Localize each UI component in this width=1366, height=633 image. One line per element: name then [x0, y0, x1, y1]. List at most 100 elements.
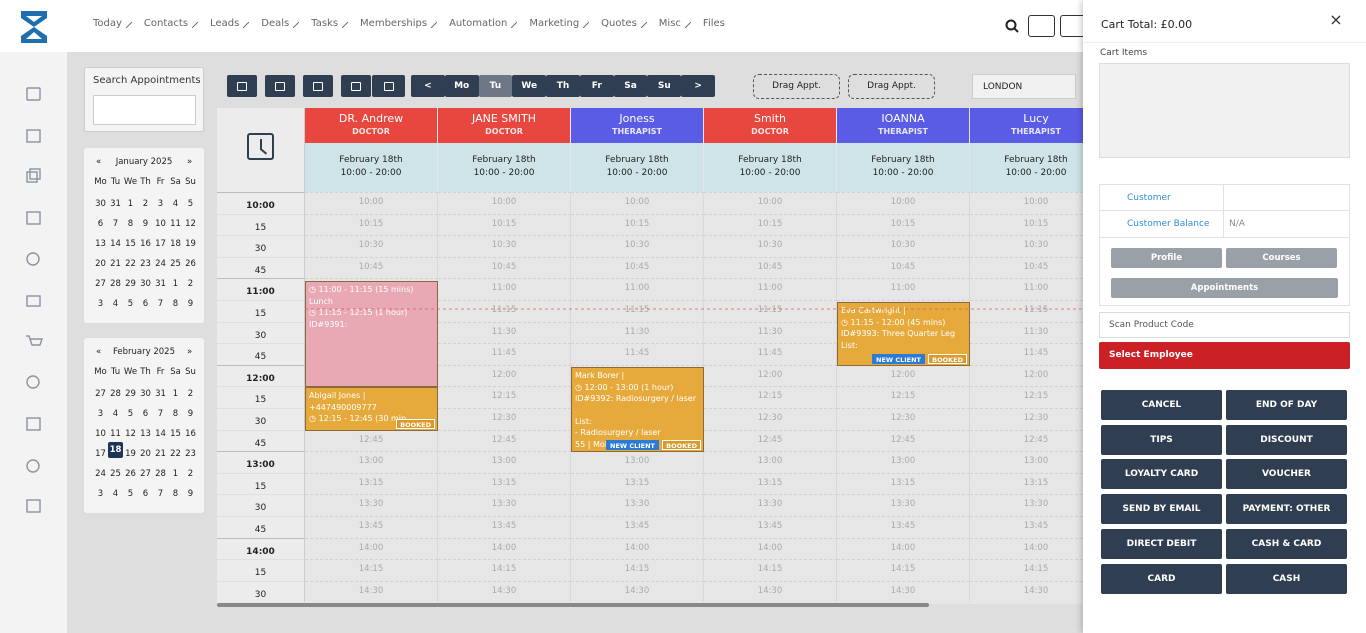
nav-item[interactable]: Deals	[261, 18, 300, 34]
day[interactable]: 1	[127, 199, 134, 209]
time-slot[interactable]: 13:45	[837, 516, 970, 538]
prev-month[interactable]: «	[96, 347, 102, 357]
time-slot[interactable]: 14:00	[305, 537, 438, 560]
day[interactable]: 5	[187, 199, 194, 209]
time-slot[interactable]: 13:30	[305, 494, 438, 516]
appointment[interactable]: Eva Cartwright | ◷ 11:15 - 12:00 (45 mins…	[837, 302, 970, 366]
time-slot[interactable]: 12:15	[837, 386, 970, 408]
time-slot[interactable]: 14:15	[571, 559, 704, 581]
day-button[interactable]: <	[411, 75, 445, 97]
time-slot[interactable]: 10:30	[305, 235, 438, 257]
search-icon[interactable]	[1004, 18, 1020, 34]
time-slot[interactable]: 13:45	[704, 516, 837, 538]
time-slot[interactable]: 14:00	[438, 537, 571, 560]
day[interactable]: 21	[110, 259, 121, 269]
action-button[interactable]: LOYALTY CARD	[1101, 459, 1222, 490]
time-slot[interactable]: 13:00	[305, 451, 438, 473]
time-slot[interactable]: 13:00	[970, 451, 1083, 473]
time-slot[interactable]: 12:30	[704, 408, 837, 430]
time-slot[interactable]: 10:30	[837, 235, 970, 257]
day[interactable]: 19	[185, 239, 196, 249]
day[interactable]: 9	[142, 219, 149, 229]
scan-input[interactable]: Scan Product Code	[1099, 312, 1350, 338]
action-button[interactable]: VOUCHER	[1226, 459, 1347, 490]
day-button[interactable]: Th	[546, 75, 580, 97]
time-slot[interactable]: 10:45	[305, 256, 438, 279]
time-slot[interactable]: 13:00	[438, 451, 571, 473]
day[interactable]: 8	[172, 489, 179, 499]
time-slot[interactable]: 11:45	[970, 343, 1083, 365]
day[interactable]: 7	[157, 299, 164, 309]
action-button[interactable]: DISCOUNT	[1226, 424, 1347, 455]
day[interactable]: 6	[142, 489, 149, 499]
toolbar-icon-button[interactable]	[372, 75, 405, 97]
drag-appointment[interactable]: Drag Appt.	[753, 74, 840, 99]
day-button[interactable]: Sa	[613, 75, 648, 97]
day[interactable]: 26	[125, 469, 136, 479]
time-slot[interactable]: 13:30	[438, 494, 571, 516]
toolbar-icon-button[interactable]	[265, 75, 295, 97]
time-slot[interactable]: 13:15	[305, 472, 438, 495]
time-slot[interactable]: 13:00	[837, 451, 970, 473]
day[interactable]: 28	[110, 389, 121, 399]
time-slot[interactable]: 14:00	[837, 537, 970, 560]
time-slot[interactable]: 12:00	[837, 364, 970, 387]
time-slot[interactable]: 10:45	[704, 256, 837, 279]
time-slot[interactable]: 10:00	[704, 192, 837, 214]
time-slot[interactable]: 11:45	[438, 343, 571, 365]
day[interactable]: 7	[157, 409, 164, 419]
day[interactable]: 8	[127, 219, 134, 229]
time-slot[interactable]: 12:00	[970, 364, 1083, 387]
day[interactable]: 24	[155, 259, 166, 269]
time-slot[interactable]: 10:00	[305, 192, 438, 214]
day[interactable]: 28	[155, 469, 166, 479]
day[interactable]: 30	[140, 279, 151, 289]
time-slot[interactable]: 11:00	[571, 278, 704, 300]
day[interactable]: 7	[157, 489, 164, 499]
time-slot[interactable]: 12:30	[837, 408, 970, 430]
select-employee[interactable]: Select Employee	[1099, 342, 1350, 369]
day[interactable]: 27	[140, 469, 151, 479]
customer-button[interactable]: Appointments	[1111, 278, 1338, 298]
time-slot[interactable]: 10:15	[704, 213, 837, 236]
day[interactable]: 3	[97, 489, 104, 499]
day[interactable]: 25	[110, 469, 121, 479]
time-slot[interactable]: 10:45	[970, 256, 1083, 279]
time-slot[interactable]: 12:15	[970, 386, 1083, 408]
appointment[interactable]: Mark Borer | ◷ 12:00 - 13:00 (1 hour) ID#9…	[571, 367, 704, 452]
time-slot[interactable]: 10:45	[571, 256, 704, 279]
day[interactable]: 25	[170, 259, 181, 269]
time-slot[interactable]: 10:45	[837, 256, 970, 279]
time-slot[interactable]: 11:00	[438, 278, 571, 300]
day[interactable]: 3	[97, 409, 104, 419]
day[interactable]: 12	[185, 219, 196, 229]
day[interactable]: 14	[110, 239, 121, 249]
next-month[interactable]: »	[187, 157, 193, 167]
time-slot[interactable]: 14:30	[837, 580, 970, 603]
time-slot[interactable]: 10:00	[837, 192, 970, 214]
day[interactable]: 26	[185, 259, 196, 269]
time-slot[interactable]: 13:00	[571, 451, 704, 473]
time-slot[interactable]: 14:15	[704, 559, 837, 581]
time-slot[interactable]: 14:00	[970, 537, 1083, 560]
time-slot[interactable]: 13:30	[704, 494, 837, 516]
time-slot[interactable]: 11:30	[571, 321, 704, 344]
time-slot[interactable]: 11:00	[704, 278, 837, 300]
time-slot[interactable]: 10:30	[704, 235, 837, 257]
day[interactable]: 6	[142, 299, 149, 309]
day[interactable]: 15	[125, 239, 136, 249]
time-slot[interactable]: 12:15	[704, 386, 837, 408]
day-button[interactable]: We	[512, 75, 547, 97]
day[interactable]: 9	[187, 409, 194, 419]
time-slot[interactable]: 10:15	[571, 213, 704, 236]
nav-item[interactable]: Files	[702, 18, 725, 29]
day[interactable]: 27	[95, 279, 106, 289]
day[interactable]: 1	[172, 279, 179, 289]
toolbar-icon-button[interactable]	[227, 75, 257, 97]
day[interactable]: 20	[140, 449, 151, 459]
time-slot[interactable]: 14:30	[970, 580, 1083, 603]
day-button[interactable]: Su	[647, 75, 682, 97]
close-button[interactable]: ×	[1329, 10, 1343, 29]
time-slot[interactable]: 12:00	[704, 364, 837, 387]
time-slot[interactable]: 12:45	[837, 429, 970, 452]
